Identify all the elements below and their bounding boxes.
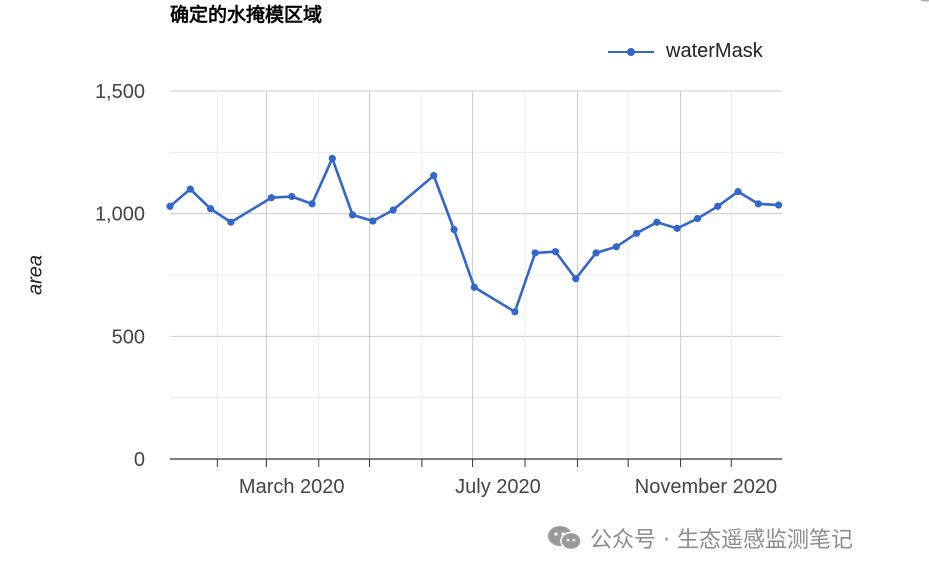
data-point: [328, 154, 336, 163]
x-tick-label: March 2020: [239, 476, 345, 498]
data-point: [430, 172, 438, 180]
data-point: [531, 249, 539, 257]
data-point: [572, 275, 580, 283]
data-point: [227, 218, 235, 226]
data-point: [267, 194, 276, 202]
data-point: [734, 187, 742, 196]
data-point: [653, 218, 661, 226]
watermark-text: 公众号 · 生态遥感监测笔记: [590, 528, 853, 553]
axis-layer: 0 500 1,000 1,500 March 2020 July 2020 Novembe…: [95, 81, 782, 498]
data-point: [470, 283, 478, 291]
data-point: [450, 226, 458, 234]
data-point: [389, 206, 397, 214]
data-point: [633, 229, 641, 237]
data-point: [551, 248, 560, 256]
grid-layer: [170, 90, 782, 459]
wechat-icon: [548, 526, 582, 551]
data-point: [673, 224, 681, 232]
data-point: [348, 211, 357, 219]
y-tick-label: 1,000: [95, 204, 145, 226]
data-point: [714, 202, 722, 210]
y-tick-label: 500: [112, 326, 145, 348]
corner-fragment-icon: [919, 0, 929, 2]
series-layer: [166, 154, 783, 316]
series-line-waterMask: [169, 157, 779, 314]
legend-line-marker: [608, 46, 654, 58]
data-point: [592, 249, 600, 257]
data-point: [754, 200, 762, 208]
y-tick-label: 1,500: [95, 81, 145, 103]
data-point: [693, 214, 702, 223]
data-point: [288, 192, 296, 201]
data-point: [369, 217, 377, 225]
data-point: [511, 308, 519, 316]
data-point: [206, 205, 215, 213]
chart-title: 确定的水掩模区域: [170, 4, 323, 26]
data-point: [308, 200, 316, 208]
y-tick-label: 0: [134, 449, 145, 471]
data-point: [186, 185, 194, 193]
x-tick-label: November 2020: [635, 476, 777, 498]
data-point: [775, 201, 783, 209]
x-tick-label: July 2020: [455, 476, 541, 498]
data-point: [166, 202, 174, 210]
data-point: [612, 243, 620, 251]
legend-label-watermask: waterMask: [666, 40, 763, 62]
watermark: 公众号 · 生态遥感监测笔记: [546, 522, 853, 554]
legend[interactable]: waterMask: [608, 40, 763, 63]
